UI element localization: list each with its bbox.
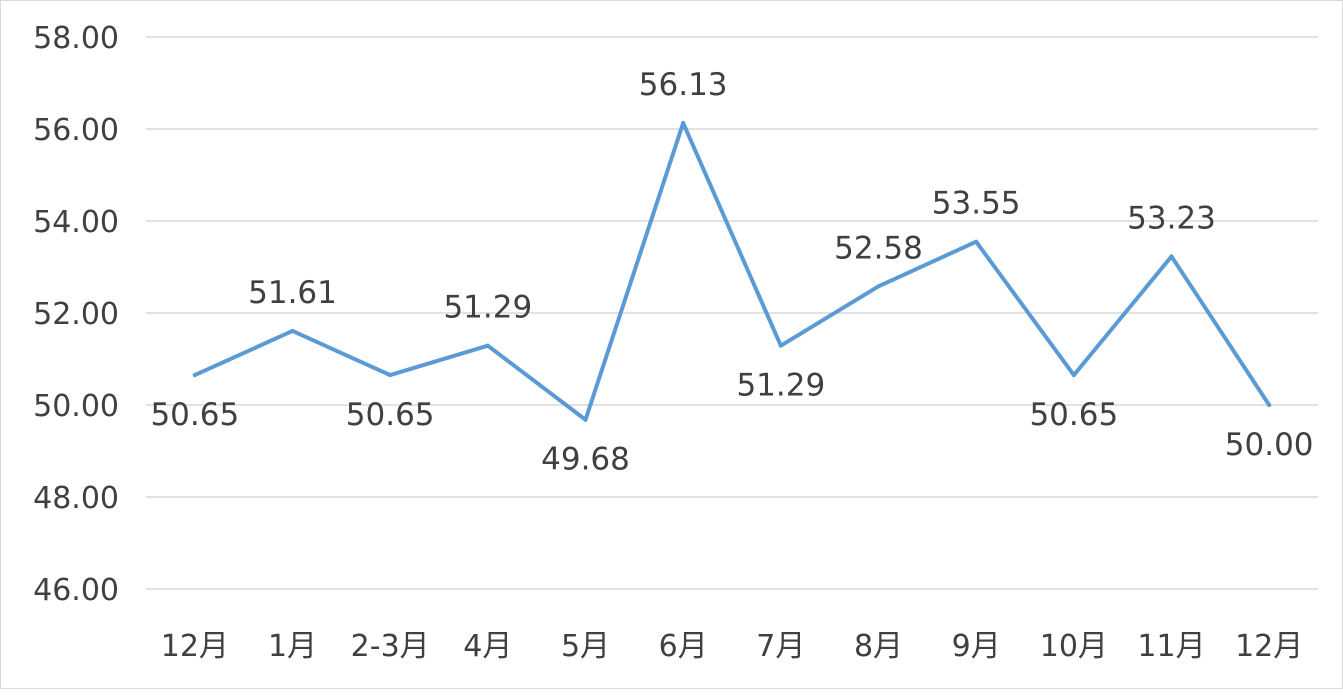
series-line-group bbox=[192, 121, 1272, 422]
data-label: 51.61 bbox=[248, 275, 337, 311]
data-point bbox=[1071, 373, 1076, 378]
data-point bbox=[974, 239, 979, 244]
y-tick-label: 56.00 bbox=[33, 113, 119, 148]
data-label: 53.55 bbox=[932, 186, 1021, 222]
data-label: 56.13 bbox=[639, 67, 728, 103]
data-point bbox=[778, 343, 783, 348]
data-labels: 50.65 51.61 50.65 51.29 49.68 56.13 51.29 52.58… bbox=[150, 67, 1313, 478]
data-label: 50.65 bbox=[346, 397, 435, 433]
x-tick-label: 12月 bbox=[1235, 629, 1303, 664]
y-tick-label: 52.00 bbox=[33, 297, 119, 332]
data-point bbox=[876, 284, 881, 289]
x-tick-label: 2-3月 bbox=[351, 629, 430, 664]
x-tick-label: 4月 bbox=[463, 629, 512, 664]
data-label: 51.29 bbox=[736, 368, 825, 404]
x-tick-label: 8月 bbox=[854, 629, 903, 664]
gridlines bbox=[146, 36, 1318, 590]
data-point bbox=[583, 417, 588, 422]
y-axis-ticks: 46.00 48.00 50.00 52.00 54.00 56.00 58.00 bbox=[33, 21, 119, 608]
x-tick-label: 11月 bbox=[1137, 629, 1205, 664]
data-point bbox=[681, 121, 686, 126]
x-tick-label: 5月 bbox=[561, 629, 610, 664]
data-label: 52.58 bbox=[834, 230, 923, 266]
x-tick-label: 6月 bbox=[659, 629, 708, 664]
data-point bbox=[1267, 403, 1272, 407]
y-tick-label: 46.00 bbox=[33, 573, 119, 608]
y-tick-label: 50.00 bbox=[33, 389, 119, 424]
data-point bbox=[192, 373, 197, 378]
data-point bbox=[388, 373, 393, 378]
x-tick-label: 10月 bbox=[1040, 629, 1108, 664]
y-tick-label: 54.00 bbox=[33, 205, 119, 240]
data-label: 50.00 bbox=[1225, 427, 1314, 463]
x-tick-label: 7月 bbox=[756, 629, 805, 664]
data-point bbox=[485, 343, 490, 348]
x-tick-label: 1月 bbox=[268, 629, 317, 664]
series-line bbox=[192, 121, 1272, 422]
data-label: 50.65 bbox=[150, 397, 239, 433]
x-tick-label: 12月 bbox=[161, 629, 229, 664]
x-tick-label: 9月 bbox=[952, 629, 1001, 664]
data-point bbox=[1169, 254, 1174, 259]
y-tick-label: 58.00 bbox=[33, 21, 119, 56]
data-label: 51.29 bbox=[443, 290, 532, 326]
x-axis-ticks: 12月 1月 2-3月 4月 5月 6月 7月 8月 9月 10月 11月 12月 bbox=[161, 629, 1304, 664]
data-label: 50.65 bbox=[1029, 397, 1118, 433]
data-point bbox=[290, 328, 295, 333]
data-label: 49.68 bbox=[541, 442, 630, 478]
y-tick-label: 48.00 bbox=[33, 481, 119, 516]
data-label: 53.23 bbox=[1127, 200, 1216, 236]
